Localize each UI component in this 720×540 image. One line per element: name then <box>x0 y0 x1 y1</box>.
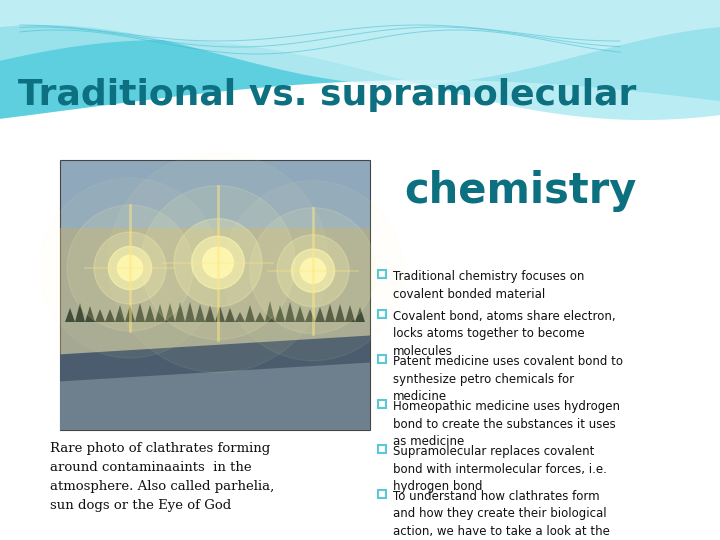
Polygon shape <box>195 304 205 322</box>
Text: Traditional chemistry focuses on
covalent bonded material: Traditional chemistry focuses on covalen… <box>393 270 585 300</box>
Text: Supramolecular replaces covalent
bond with intermolecular forces, i.e.
hydrogen : Supramolecular replaces covalent bond wi… <box>393 445 607 493</box>
Polygon shape <box>355 307 365 322</box>
Polygon shape <box>345 305 355 322</box>
Polygon shape <box>255 312 265 322</box>
Text: To understand how clathrates form
and how they create their biological
action, w: To understand how clathrates form and ho… <box>393 490 610 540</box>
Text: Covalent bond, atoms share electron,
locks atoms together to become
molecules: Covalent bond, atoms share electron, loc… <box>393 310 616 358</box>
Polygon shape <box>0 0 720 85</box>
Polygon shape <box>105 309 115 322</box>
Polygon shape <box>295 306 305 322</box>
Polygon shape <box>155 304 165 322</box>
Polygon shape <box>215 306 225 322</box>
Polygon shape <box>0 0 720 119</box>
Circle shape <box>174 219 262 307</box>
Polygon shape <box>60 362 370 430</box>
Polygon shape <box>95 309 105 322</box>
Text: Traditional vs. supramolecular: Traditional vs. supramolecular <box>18 78 636 112</box>
Circle shape <box>94 232 166 304</box>
Polygon shape <box>235 312 245 322</box>
Circle shape <box>117 255 143 281</box>
Polygon shape <box>0 0 720 120</box>
Text: Rare photo of clathrates forming
around contaminaaints  in the
atmosphere. Also : Rare photo of clathrates forming around … <box>50 442 274 512</box>
Polygon shape <box>65 308 75 322</box>
Polygon shape <box>225 308 235 322</box>
Text: chemistry: chemistry <box>404 170 636 212</box>
Circle shape <box>300 258 325 284</box>
Polygon shape <box>265 301 275 322</box>
FancyBboxPatch shape <box>60 227 370 362</box>
Polygon shape <box>205 305 215 322</box>
Polygon shape <box>165 303 175 322</box>
Polygon shape <box>60 335 370 430</box>
Polygon shape <box>285 302 295 322</box>
Polygon shape <box>245 305 255 322</box>
Polygon shape <box>115 305 125 322</box>
Circle shape <box>141 186 295 340</box>
Polygon shape <box>315 307 325 322</box>
Circle shape <box>277 235 349 307</box>
Polygon shape <box>175 302 185 322</box>
Polygon shape <box>305 309 315 322</box>
Circle shape <box>109 246 152 289</box>
Circle shape <box>67 205 193 331</box>
Circle shape <box>223 181 403 361</box>
Polygon shape <box>135 303 145 322</box>
Circle shape <box>108 153 328 373</box>
Polygon shape <box>85 306 95 322</box>
Polygon shape <box>125 305 135 322</box>
Polygon shape <box>185 302 195 322</box>
FancyBboxPatch shape <box>60 160 370 430</box>
Circle shape <box>292 249 335 292</box>
Polygon shape <box>75 303 85 322</box>
Polygon shape <box>335 304 345 322</box>
Polygon shape <box>325 304 335 322</box>
Circle shape <box>40 178 220 358</box>
Circle shape <box>250 208 376 334</box>
Circle shape <box>202 247 233 278</box>
Text: Patent medicine uses covalent bond to
synthesize petro chemicals for
medicine: Patent medicine uses covalent bond to sy… <box>393 355 623 403</box>
Text: Homeopathic medicine uses hydrogen
bond to create the substances it uses
as medi: Homeopathic medicine uses hydrogen bond … <box>393 400 620 448</box>
Circle shape <box>192 236 244 289</box>
Polygon shape <box>275 305 285 322</box>
Polygon shape <box>145 305 155 322</box>
